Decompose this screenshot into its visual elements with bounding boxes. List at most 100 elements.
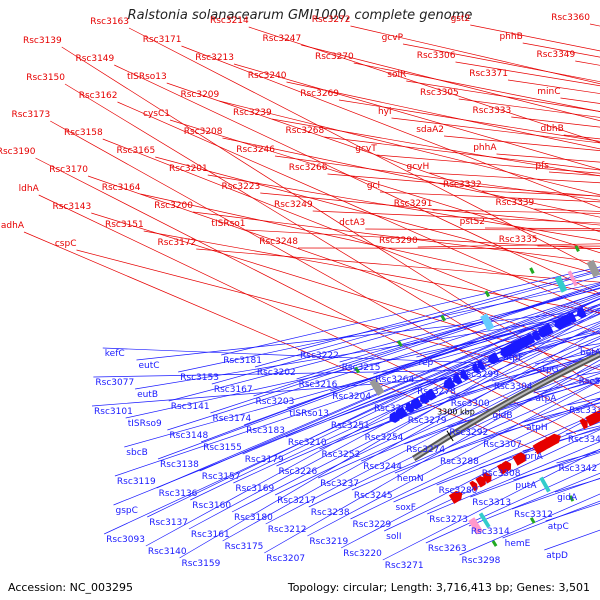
- gene-label: Rsc3226: [278, 467, 317, 477]
- gene-label: Rsc3238: [311, 508, 350, 518]
- feature-block: [369, 378, 385, 396]
- gene-label: Rsc3180: [234, 513, 273, 523]
- gene-label: Rsc3360: [551, 13, 590, 23]
- leader-line: [102, 138, 600, 335]
- gene-label: Rsc3312: [514, 510, 553, 520]
- scale-label: 3300 kbp: [437, 408, 475, 417]
- reverse-gene: [578, 307, 587, 318]
- gene-label: Rsc3249: [274, 200, 313, 210]
- gene-label: Rsc3306: [417, 51, 456, 61]
- gene-label: Rsc3335: [499, 235, 538, 245]
- leader-line: [447, 378, 600, 428]
- leader-line: [404, 372, 600, 445]
- gene-label: solI: [386, 532, 401, 542]
- leader-line: [181, 45, 600, 209]
- gene-label: Rsc3200: [154, 201, 193, 211]
- gene-label: Rsc3245: [354, 491, 393, 501]
- gene-label: Rsc3266: [289, 163, 328, 173]
- leader-line: [330, 303, 600, 392]
- leader-line: [286, 81, 600, 150]
- gene-label: gst2: [451, 14, 471, 24]
- leader-line: [222, 137, 600, 218]
- gene-label: Rsc3139: [23, 36, 62, 46]
- leader-line: [274, 155, 600, 201]
- gene-label: Rsc3201: [169, 164, 208, 174]
- scale-ticks: 3300 kbp3350 kbp3400 kbp3450 kbp3500 kbp…: [437, 408, 475, 442]
- leader-line: [140, 193, 600, 296]
- leader-line: [429, 172, 600, 184]
- gene-label: Rsc3202: [257, 368, 296, 378]
- gene-label: Rsc3271: [385, 561, 424, 571]
- gene-label: Rsc3172: [157, 238, 196, 248]
- leader-line: [245, 229, 600, 250]
- gene-label: Rsc3167: [214, 385, 253, 395]
- gene-label: kefC: [105, 349, 125, 359]
- topology-label: Topology: circular; Length: 3,716,413 bp…: [287, 581, 590, 594]
- gene-label: Rsc3314: [471, 527, 510, 537]
- lower-label-leaders: [91, 266, 600, 561]
- feature-block: [478, 512, 491, 529]
- leader-line: [190, 303, 600, 501]
- leader-line: [297, 269, 600, 351]
- gene-label: phhA: [473, 143, 497, 153]
- gene-label: Rsc3307: [483, 440, 522, 450]
- gene-label: atpG: [537, 365, 559, 375]
- reverse-gene: [538, 327, 547, 338]
- leader-line: [437, 398, 600, 457]
- gene-label: Rsc3208: [184, 127, 223, 137]
- gene-label: Rsc3093: [106, 535, 145, 545]
- reverse-gene: [394, 406, 408, 420]
- gene-label: Rsc3143: [52, 202, 91, 212]
- leader-line: [219, 100, 600, 196]
- gene-label: solR: [387, 70, 406, 80]
- gene-label: atpC: [548, 522, 569, 532]
- leader-line: [113, 347, 503, 506]
- gene-label: Rsc3274: [406, 445, 445, 455]
- leader-line: [178, 282, 600, 373]
- leader-line: [196, 248, 600, 283]
- gene-label: Rsc3190: [0, 147, 36, 157]
- gc-mark: [354, 366, 360, 374]
- leader-line: [339, 287, 600, 363]
- gene-label: Rsc3163: [90, 17, 129, 27]
- forward-gene: [450, 490, 463, 503]
- gene-label: dctA3: [339, 218, 365, 228]
- leader-line: [135, 319, 557, 390]
- gene-label: gcl: [367, 181, 380, 191]
- gc-mark: [491, 540, 498, 547]
- gene-label: putA: [515, 481, 537, 491]
- leader-line: [231, 322, 600, 513]
- gene-label: Rsc3138: [160, 460, 199, 470]
- leader-line: [179, 310, 600, 559]
- gene-label: Rsc3342: [558, 464, 597, 474]
- leader-line: [221, 266, 600, 356]
- gene-label: Rsc3155: [203, 443, 242, 453]
- gene-label: Rsc3292: [449, 428, 488, 438]
- leader-line: [285, 313, 600, 438]
- leader-line: [253, 283, 600, 397]
- gene-label: Rsc3153: [180, 373, 219, 383]
- reverse-gene: [487, 352, 500, 365]
- gene-label: tISRso1: [211, 219, 245, 229]
- leader-line: [265, 348, 600, 525]
- gene-label: Rsc3247: [262, 34, 301, 44]
- leader-line: [143, 230, 600, 314]
- leader-line: [276, 325, 600, 467]
- leader-line: [210, 284, 600, 414]
- leader-line: [353, 62, 600, 112]
- reverse-gene: [406, 402, 415, 413]
- gene-label: gspC: [116, 506, 138, 516]
- gene-label: hemN: [397, 474, 424, 484]
- gene-label: adhA: [1, 221, 25, 231]
- gene-label: Rsc3181: [223, 356, 262, 366]
- leader-line: [207, 174, 600, 241]
- leader-line: [350, 398, 600, 520]
- leader-line: [338, 99, 600, 142]
- leader-line: [50, 120, 594, 425]
- leader-line: [560, 97, 600, 104]
- leader-line: [254, 270, 600, 368]
- map-title: Ralstonia solanacearum GMI1000, complete…: [127, 8, 473, 23]
- leader-line: [211, 275, 600, 385]
- gene-label: Rsc3298: [462, 556, 501, 566]
